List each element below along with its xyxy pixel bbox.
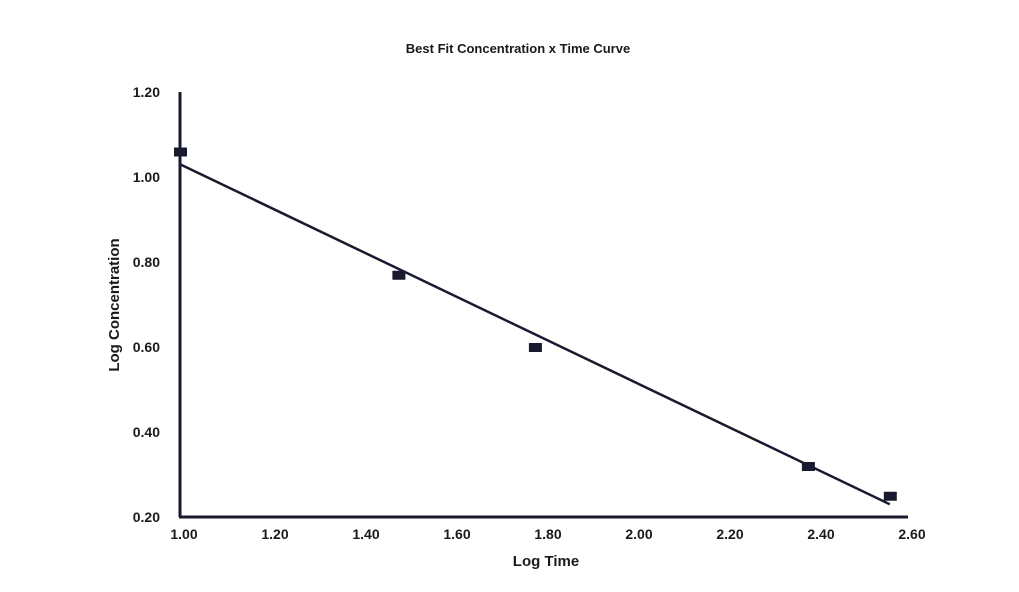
x-tick-label: 1.40 xyxy=(352,526,379,542)
y-tick-label: 0.80 xyxy=(133,254,160,270)
y-axis-ticks: 0.20 0.40 0.60 0.80 1.00 1.20 xyxy=(133,84,160,525)
data-point xyxy=(392,270,406,280)
x-tick-label: 1.80 xyxy=(534,526,561,542)
data-point xyxy=(528,343,542,352)
data-points-layer xyxy=(174,147,897,501)
x-tick-label: 2.00 xyxy=(625,526,652,542)
x-tick-label: 2.60 xyxy=(898,526,925,542)
x-tick-label: 1.20 xyxy=(261,526,288,542)
fit-line-layer xyxy=(179,163,891,506)
y-tick-label: 1.00 xyxy=(133,169,160,185)
x-axis-label: Log Time xyxy=(513,553,579,570)
y-axis-label: Log Concentration xyxy=(106,238,123,371)
x-tick-label: 1.00 xyxy=(170,526,197,542)
chart-title: Best Fit Concentration x Time Curve xyxy=(406,41,630,56)
y-tick-label: 1.20 xyxy=(133,84,160,100)
data-point xyxy=(883,491,897,501)
x-tick-label: 2.40 xyxy=(807,526,834,542)
x-tick-label: 1.60 xyxy=(443,526,470,542)
y-tick-label: 0.40 xyxy=(133,424,160,440)
best-fit-line xyxy=(179,163,891,506)
x-tick-label: 2.20 xyxy=(716,526,743,542)
data-point xyxy=(174,147,187,157)
y-tick-label: 0.20 xyxy=(133,509,160,525)
x-axis-ticks: 1.00 1.20 1.40 1.60 1.80 2.00 2.20 2.40 2.60 xyxy=(170,526,925,542)
y-tick-label: 0.60 xyxy=(133,339,160,355)
data-point xyxy=(801,462,815,471)
